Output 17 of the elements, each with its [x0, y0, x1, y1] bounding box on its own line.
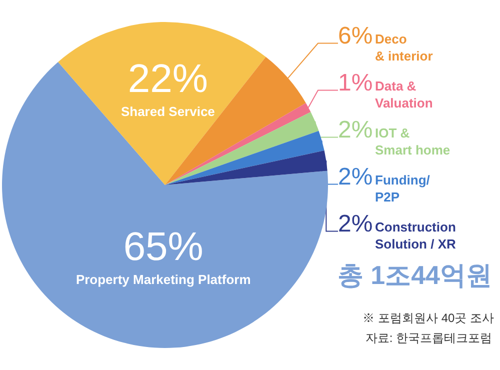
data-label: 2% — [338, 116, 373, 144]
slice-label: Deco & interior — [375, 32, 433, 64]
data-label: 65% — [123, 224, 204, 269]
slice-label: Data & Valuation — [375, 78, 433, 110]
text: 총 1조44억원 — [337, 260, 492, 290]
text: 자료: 한국프롭테크포럼 — [365, 331, 492, 345]
slice-label: IOT & Smart home — [375, 126, 450, 158]
data-label: 2% — [338, 210, 373, 238]
slice-label: Funding/ P2P — [375, 172, 430, 204]
data-label: 22% — [128, 57, 208, 102]
slice-label: Construction Solution / XR — [375, 220, 456, 252]
slice-label: Shared Service — [120, 104, 215, 120]
data-label: 6% — [338, 22, 373, 50]
text: ※ 포럼회원사 40곳 조사 — [362, 311, 494, 325]
data-label: 2% — [338, 164, 373, 190]
data-label: 1% — [338, 70, 373, 96]
slice-label: Property Marketing Platform — [76, 272, 251, 287]
